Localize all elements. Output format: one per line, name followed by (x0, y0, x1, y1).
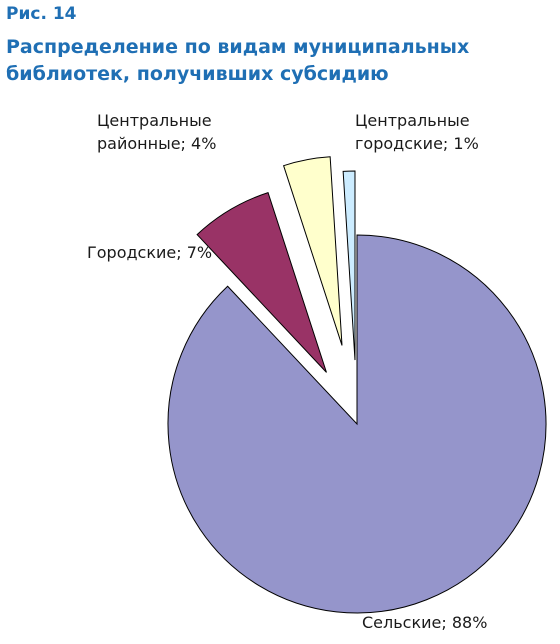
figure-label: Рис. 14 (6, 4, 77, 24)
slice-label-1: Городские; 7% (87, 243, 212, 262)
slice-label-3: Центральные городские; 1% (355, 111, 479, 153)
pie-slice-0 (167, 234, 547, 614)
pie-slice-3 (342, 170, 356, 361)
chart-title: Распределение по видам муниципальных биб… (6, 36, 470, 85)
pie-slice-1 (196, 191, 327, 373)
slice-label-0: Сельские; 88% (362, 613, 487, 632)
pie-slice-2 (282, 156, 343, 346)
slice-label-2: Центральные районные; 4% (97, 111, 216, 153)
